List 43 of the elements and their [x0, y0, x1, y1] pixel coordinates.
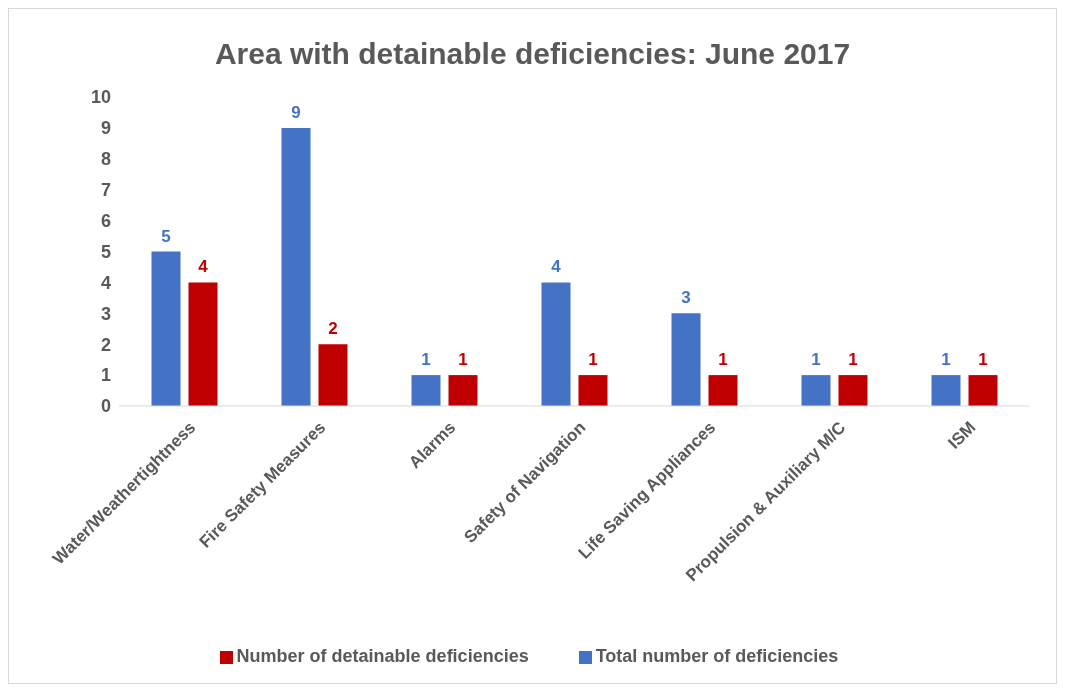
bar	[838, 375, 868, 406]
data-label: 9	[291, 102, 301, 122]
y-tick-label: 5	[100, 241, 111, 262]
data-label: 1	[588, 350, 598, 370]
y-tick-label: 6	[100, 210, 111, 231]
data-label: 1	[978, 350, 988, 370]
data-label: 5	[161, 226, 171, 246]
chart-title: Area with detainable deficiencies: June 2017	[213, 36, 852, 72]
bar	[578, 375, 608, 406]
data-label: 4	[198, 257, 209, 277]
x-tick-label: ISM	[944, 417, 980, 453]
bar	[318, 344, 348, 406]
y-tick-label: 0	[100, 396, 111, 417]
data-label: 1	[421, 350, 431, 370]
y-tick-label: 7	[100, 180, 111, 201]
y-tick-label: 1	[100, 365, 111, 386]
bar	[968, 375, 998, 406]
bar	[931, 375, 961, 406]
bar	[708, 375, 738, 406]
y-tick-label: 3	[100, 303, 111, 324]
bar	[411, 375, 441, 406]
data-label: 2	[328, 319, 338, 339]
data-label: 4	[551, 257, 562, 277]
bar	[541, 282, 571, 406]
data-label: 1	[718, 350, 728, 370]
legend-label: Number of detainable deficiencies	[236, 646, 529, 666]
data-label: 1	[848, 350, 858, 370]
y-tick-label: 10	[90, 87, 111, 108]
bar	[671, 313, 701, 406]
data-label: 1	[458, 350, 468, 370]
data-label: 1	[941, 350, 951, 370]
bar	[281, 127, 311, 406]
bar	[448, 375, 478, 406]
data-label: 1	[811, 350, 821, 370]
bar	[151, 251, 181, 406]
y-tick-label: 4	[100, 272, 111, 293]
y-tick-label: 2	[100, 334, 111, 355]
bar	[801, 375, 831, 406]
bar	[188, 282, 218, 406]
y-tick-label: 8	[100, 149, 111, 170]
legend-label: Total number of deficiencies	[595, 646, 839, 666]
y-tick-label: 9	[100, 118, 111, 139]
data-label: 3	[681, 288, 691, 308]
